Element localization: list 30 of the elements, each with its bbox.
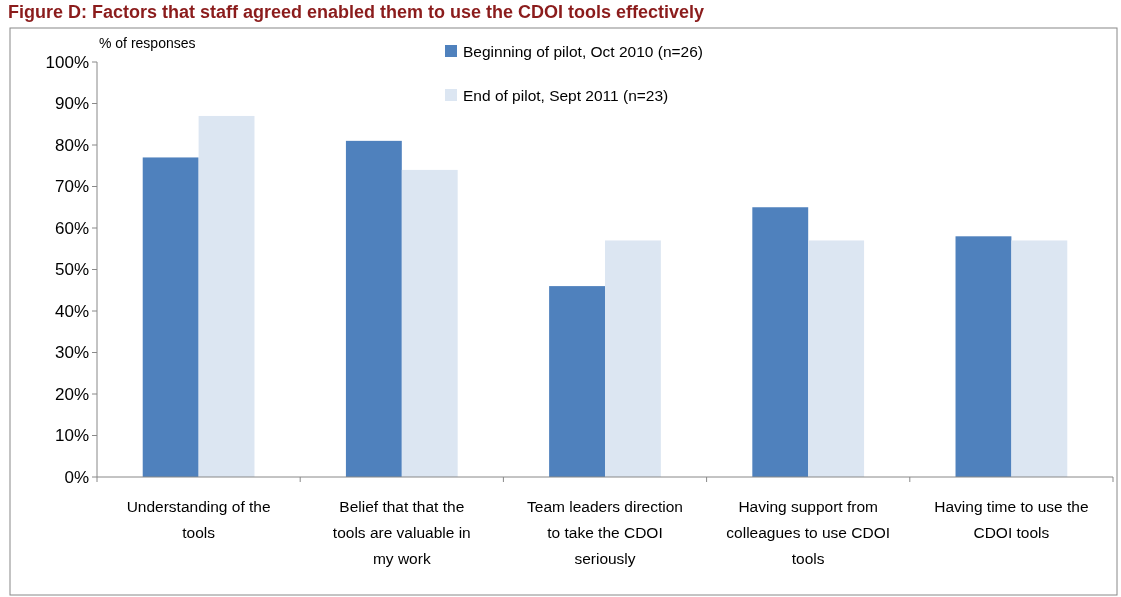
x-tick-label: Having time to use the CDOI tools	[934, 498, 1089, 541]
bar	[549, 286, 605, 477]
legend-label: Beginning of pilot, Oct 2010 (n=26)	[463, 43, 703, 61]
bar	[808, 240, 865, 477]
legend-label: End of pilot, Sept 2011 (n=23)	[463, 87, 669, 105]
y-tick-label: 40%	[54, 301, 89, 321]
y-tick-label: 50%	[54, 260, 89, 280]
y-axis-title: % of responses	[99, 35, 196, 51]
bar	[198, 115, 255, 477]
y-tick-label: 90%	[54, 94, 89, 114]
y-tick-label: 70%	[54, 177, 89, 197]
bar	[345, 140, 402, 477]
y-tick-label: 10%	[54, 426, 89, 446]
bar	[955, 236, 1012, 477]
bar	[605, 240, 661, 477]
x-tick-label: Team leaders direction to take the CDOI seriously	[527, 498, 683, 567]
x-tick-label: Having support from colleagues to use CDOI tools	[726, 498, 891, 567]
chart-title: Figure D: Factors that staff agreed enabled them to use the CDOI tools effectively	[8, 2, 705, 22]
y-tick-label: 30%	[54, 343, 89, 363]
y-tick-label: 60%	[54, 218, 89, 238]
bar	[752, 207, 809, 477]
y-tick-label: 20%	[54, 384, 89, 404]
y-tick-label: 100%	[45, 52, 89, 72]
bar	[401, 169, 458, 477]
y-tick-label: 80%	[54, 135, 89, 155]
y-tick-label: 0%	[64, 467, 89, 487]
x-tick-label: Belief that that the tools are valuable in my work	[332, 498, 471, 567]
bar	[1011, 240, 1068, 477]
x-tick-label: Understanding of the tools	[126, 498, 271, 541]
bar	[142, 157, 199, 477]
